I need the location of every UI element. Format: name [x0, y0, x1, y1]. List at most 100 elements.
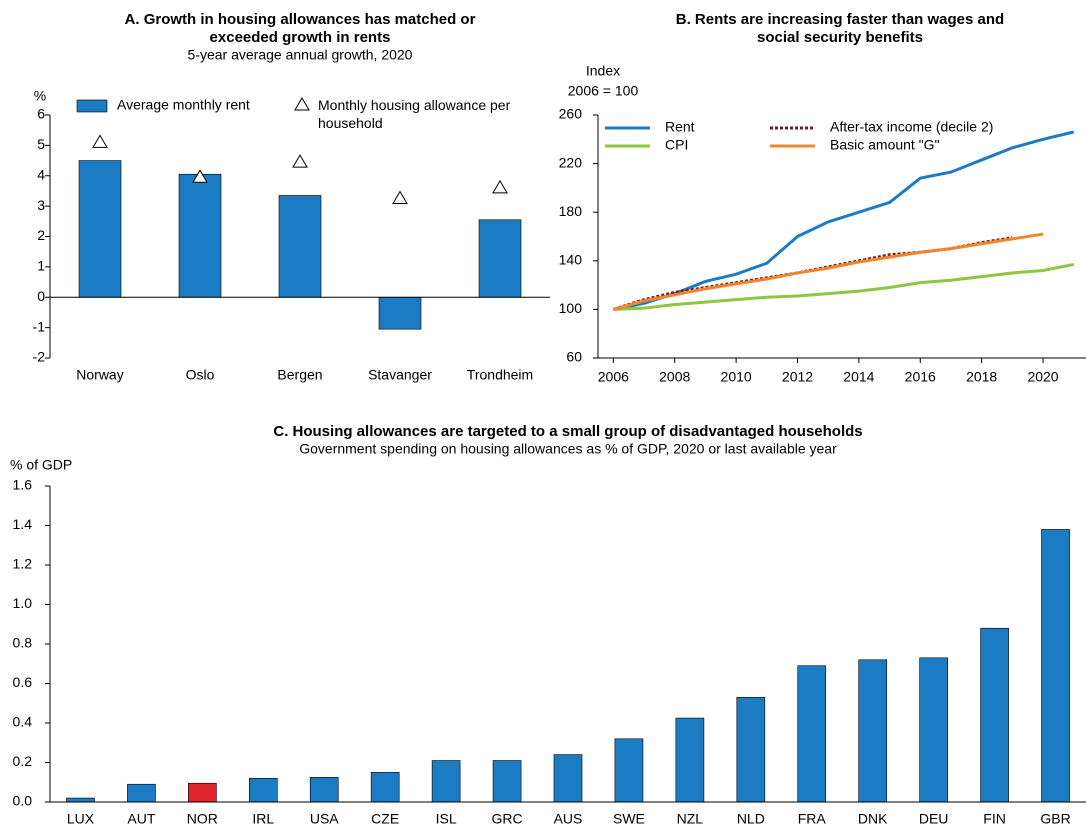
bar — [78, 160, 122, 298]
chart-title: C. Housing allowances are targeted to a … — [273, 423, 862, 440]
y-axis-label: Index — [586, 63, 620, 79]
bar — [278, 195, 322, 298]
y-tick-label: 0.6 — [13, 674, 33, 690]
triangle-marker — [192, 169, 208, 183]
x-tick-label: 2016 — [905, 369, 936, 385]
x-tick-label: DEU — [919, 811, 949, 827]
x-tick-label: NOR — [187, 811, 218, 827]
legend-label: Basic amount "G" — [830, 137, 940, 153]
bar — [614, 738, 644, 803]
bar — [858, 659, 888, 803]
triangle-marker — [392, 190, 408, 205]
y-tick-label: -2 — [33, 349, 46, 365]
y-tick-label: 1.4 — [13, 516, 33, 532]
x-tick-label: GRC — [491, 811, 522, 827]
bar — [431, 760, 461, 803]
y-tick-label: 260 — [559, 106, 583, 122]
x-tick-label: FIN — [983, 811, 1006, 827]
legend-swatch — [76, 99, 108, 113]
y-axis-label: % — [34, 88, 46, 104]
bar — [736, 697, 766, 803]
x-tick-label: IRL — [252, 811, 274, 827]
x-tick-label: Bergen — [277, 367, 322, 383]
bar — [1041, 529, 1070, 803]
y-tick-label: 6 — [37, 106, 45, 122]
chart-title: social security benefits — [757, 29, 923, 46]
x-tick-label: Norway — [76, 367, 123, 383]
triangle-marker — [492, 179, 508, 194]
chart-subtitle: Government spending on housing allowance… — [299, 441, 837, 457]
x-tick-label: CZE — [371, 811, 399, 827]
line-series — [613, 262, 1075, 311]
bar — [675, 717, 705, 803]
x-tick-label: AUS — [554, 811, 583, 827]
legend-label: CPI — [665, 137, 688, 153]
y-tick-label: 0.8 — [13, 635, 33, 651]
x-tick-label: SWE — [613, 811, 645, 827]
y-tick-label: 0 — [37, 288, 45, 304]
y-tick-label: 4 — [37, 166, 45, 182]
x-tick-label: 2012 — [782, 369, 813, 385]
x-tick-label: ISL — [436, 811, 457, 827]
x-tick-label: Stavanger — [368, 367, 432, 383]
x-tick-label: DNK — [858, 811, 888, 827]
bar — [309, 777, 339, 803]
line-series — [612, 232, 1044, 311]
y-tick-label: 1.2 — [13, 556, 33, 572]
legend-swatch — [294, 97, 310, 111]
x-tick-label: NZL — [677, 811, 704, 827]
y-tick-label: 1 — [37, 258, 45, 274]
chart-title: B. Rents are increasing faster than wage… — [676, 11, 1004, 28]
x-tick-label: USA — [310, 811, 339, 827]
bar — [178, 173, 222, 298]
y-axis-label: % of GDP — [10, 457, 72, 473]
x-tick-label: AUT — [127, 811, 155, 827]
triangle-marker — [92, 134, 108, 148]
y-tick-label: 60 — [566, 349, 582, 365]
y-axis-label: 2006 = 100 — [568, 83, 639, 99]
bar — [980, 627, 1009, 803]
line-series — [613, 130, 1075, 311]
x-tick-label: 2008 — [659, 369, 690, 385]
y-tick-label: 180 — [559, 203, 583, 219]
y-tick-label: 220 — [559, 154, 583, 170]
y-tick-label: 2 — [37, 227, 45, 243]
bar — [553, 754, 583, 803]
bar — [378, 296, 422, 330]
x-tick-label: LUX — [67, 811, 95, 827]
legend-label: Average monthly rent — [117, 97, 250, 113]
legend-label: Rent — [665, 119, 695, 135]
x-tick-label: 2020 — [1027, 369, 1058, 385]
y-tick-label: 5 — [37, 136, 45, 152]
bar — [797, 665, 827, 803]
y-tick-label: 1.0 — [13, 595, 33, 611]
bar — [919, 657, 948, 803]
triangle-marker — [292, 154, 308, 168]
y-tick-label: -1 — [33, 318, 46, 334]
legend-label: After-tax income (decile 2) — [830, 119, 993, 135]
chart-title: exceeded growth in rents — [210, 29, 391, 46]
bar — [370, 772, 400, 803]
bar — [66, 797, 95, 803]
y-tick-label: 0.0 — [13, 793, 33, 809]
x-tick-label: 2010 — [721, 369, 752, 385]
legend-label: Monthly housing allowance per household — [318, 97, 511, 131]
x-tick-label: GBR — [1040, 811, 1070, 827]
x-tick-label: 2014 — [843, 369, 874, 385]
chart-title: A. Growth in housing allowances has matc… — [125, 11, 476, 28]
y-tick-label: 0.2 — [13, 753, 33, 769]
y-tick-label: 0.4 — [13, 714, 33, 730]
bar — [127, 783, 156, 803]
bar — [492, 760, 522, 803]
x-tick-label: 2018 — [966, 369, 997, 385]
y-tick-label: 1.6 — [13, 477, 33, 493]
y-tick-label: 140 — [559, 252, 583, 268]
x-tick-label: NLD — [737, 811, 765, 827]
y-tick-label: 3 — [37, 197, 45, 213]
bar — [248, 777, 278, 803]
bar — [188, 782, 217, 803]
chart-subtitle: 5-year average annual growth, 2020 — [188, 47, 413, 63]
bar — [478, 219, 522, 298]
